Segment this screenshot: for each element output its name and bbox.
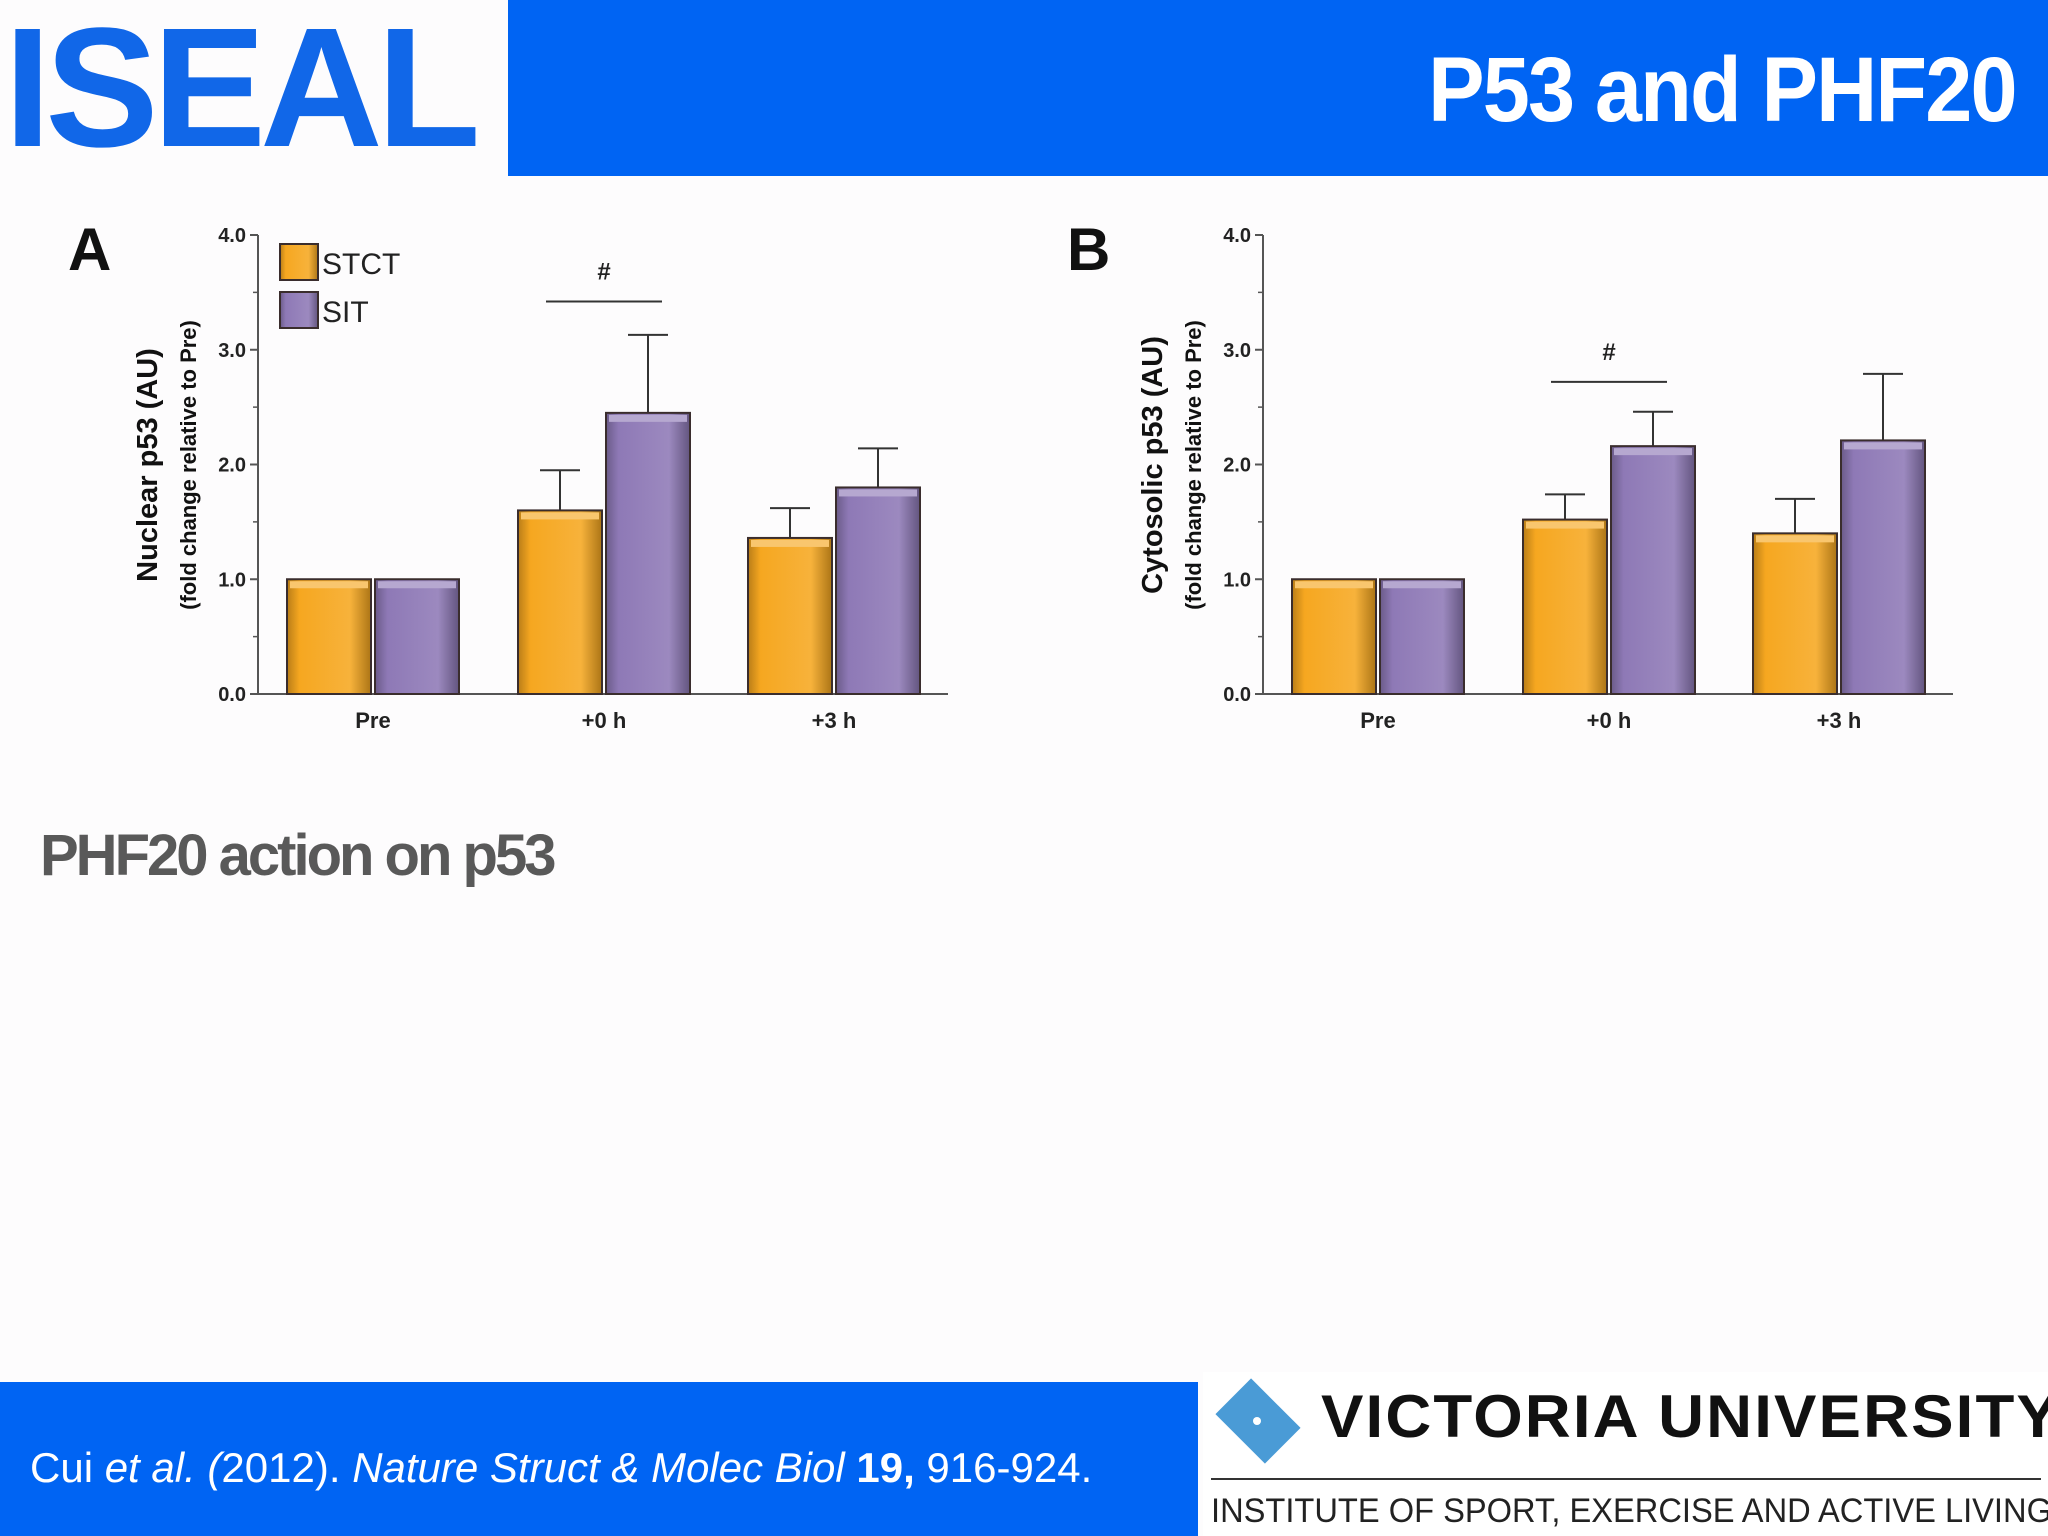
- logo-divider: [1211, 1478, 2041, 1480]
- subtitle: PHF20 action on p53: [40, 823, 556, 888]
- x-tick-label: Pre: [355, 708, 390, 733]
- significance-marker: #: [1602, 339, 1615, 366]
- x-tick-label: +0 h: [582, 708, 627, 733]
- bar-sit: [374, 578, 460, 695]
- bar-stct: [286, 578, 372, 695]
- institute-name: INSTITUTE OF SPORT, EXERCISE AND ACTIVE …: [1211, 1492, 2048, 1530]
- y-axis-sublabel: (fold change relative to Pre): [1181, 320, 1206, 610]
- y-tick-label: 0.0: [218, 684, 246, 706]
- y-axis-sublabel: (fold change relative to Pre): [176, 320, 201, 610]
- citation-etal: et al. (: [104, 1444, 222, 1491]
- x-tick-label: +0 h: [1587, 708, 1632, 733]
- bar-stct: [747, 536, 833, 695]
- bar-stct: [1291, 578, 1377, 695]
- bar-highlight: [378, 581, 456, 589]
- legend-label-stct: STCT: [322, 248, 400, 281]
- citation: Cui et al. (2012). Nature Struct & Molec…: [30, 1444, 1092, 1492]
- y-tick-label: 1.0: [218, 569, 246, 591]
- bar-sit: [605, 411, 691, 696]
- bar-highlight: [1756, 535, 1834, 543]
- bar-highlight: [1526, 521, 1604, 529]
- chart-a: 0.0 1.0 2.0 3.0 4.0 Nuclear p53 (AU) (fold cha…: [68, 216, 948, 733]
- bar-highlight: [1614, 448, 1692, 456]
- bar-highlight: [290, 581, 368, 589]
- panel-label: B: [1067, 216, 1110, 283]
- legend-swatch-stct: [279, 243, 319, 281]
- chart-b: 0.0 1.0 2.0 3.0 4.0 Cytosolic p53 (AU) (fold c…: [1067, 216, 1953, 733]
- bar-sit: [835, 486, 921, 696]
- panel-label: A: [68, 216, 111, 283]
- y-axis-label: Nuclear p53 (AU): [132, 348, 164, 582]
- bar-highlight: [751, 539, 829, 547]
- bar-highlight: [1844, 442, 1922, 450]
- bar-highlight: [1383, 581, 1461, 589]
- citation-journal: Nature Struct & Molec Biol: [352, 1444, 845, 1491]
- bar-highlight: [521, 512, 599, 520]
- y-tick-label: 2.0: [1223, 455, 1251, 477]
- bar-stct: [517, 509, 603, 695]
- y-tick-label: 4.0: [218, 225, 246, 247]
- bar-sit: [1840, 439, 1926, 695]
- legend-swatch-sit: [279, 291, 319, 329]
- victoria-university-logo: VICTORIA UNIVERSITY INSTITUTE OF SPORT, …: [1203, 1372, 2048, 1536]
- legend-label-sit: SIT: [322, 296, 369, 329]
- y-tick-label: 2.0: [218, 455, 246, 477]
- bar-highlight: [1295, 581, 1373, 589]
- iseal-logo: ISEAL: [4, 0, 481, 183]
- citation-pages: 916-924.: [914, 1444, 1093, 1491]
- citation-volume: 19,: [844, 1444, 915, 1491]
- vu-dot-icon: [1253, 1417, 1261, 1425]
- title-bar: P53 and PHF20: [508, 0, 2048, 176]
- bar-stct: [1752, 532, 1838, 695]
- y-axis-label: Cytosolic p53 (AU): [1137, 336, 1169, 594]
- x-tick-label: +3 h: [812, 708, 857, 733]
- footer-bar: Cui et al. (2012). Nature Struct & Molec…: [0, 1382, 1198, 1536]
- x-tick-label: +3 h: [1817, 708, 1862, 733]
- y-tick-label: 3.0: [1223, 340, 1251, 362]
- citation-year: 2012).: [221, 1444, 353, 1491]
- citation-author: Cui: [30, 1444, 105, 1491]
- bar-highlight: [609, 414, 687, 422]
- bar-stct: [1522, 518, 1608, 695]
- page-title: P53 and PHF20: [1428, 39, 2017, 141]
- y-tick-label: 0.0: [1223, 684, 1251, 706]
- x-tick-label: Pre: [1360, 708, 1395, 733]
- significance-marker: #: [597, 259, 610, 286]
- bar-sit: [1610, 445, 1696, 695]
- y-tick-label: 4.0: [1223, 225, 1251, 247]
- university-name: VICTORIA UNIVERSITY: [1321, 1383, 2048, 1450]
- y-tick-label: 3.0: [218, 340, 246, 362]
- bar-sit: [1379, 578, 1465, 695]
- bar-highlight: [839, 489, 917, 497]
- y-tick-label: 1.0: [1223, 569, 1251, 591]
